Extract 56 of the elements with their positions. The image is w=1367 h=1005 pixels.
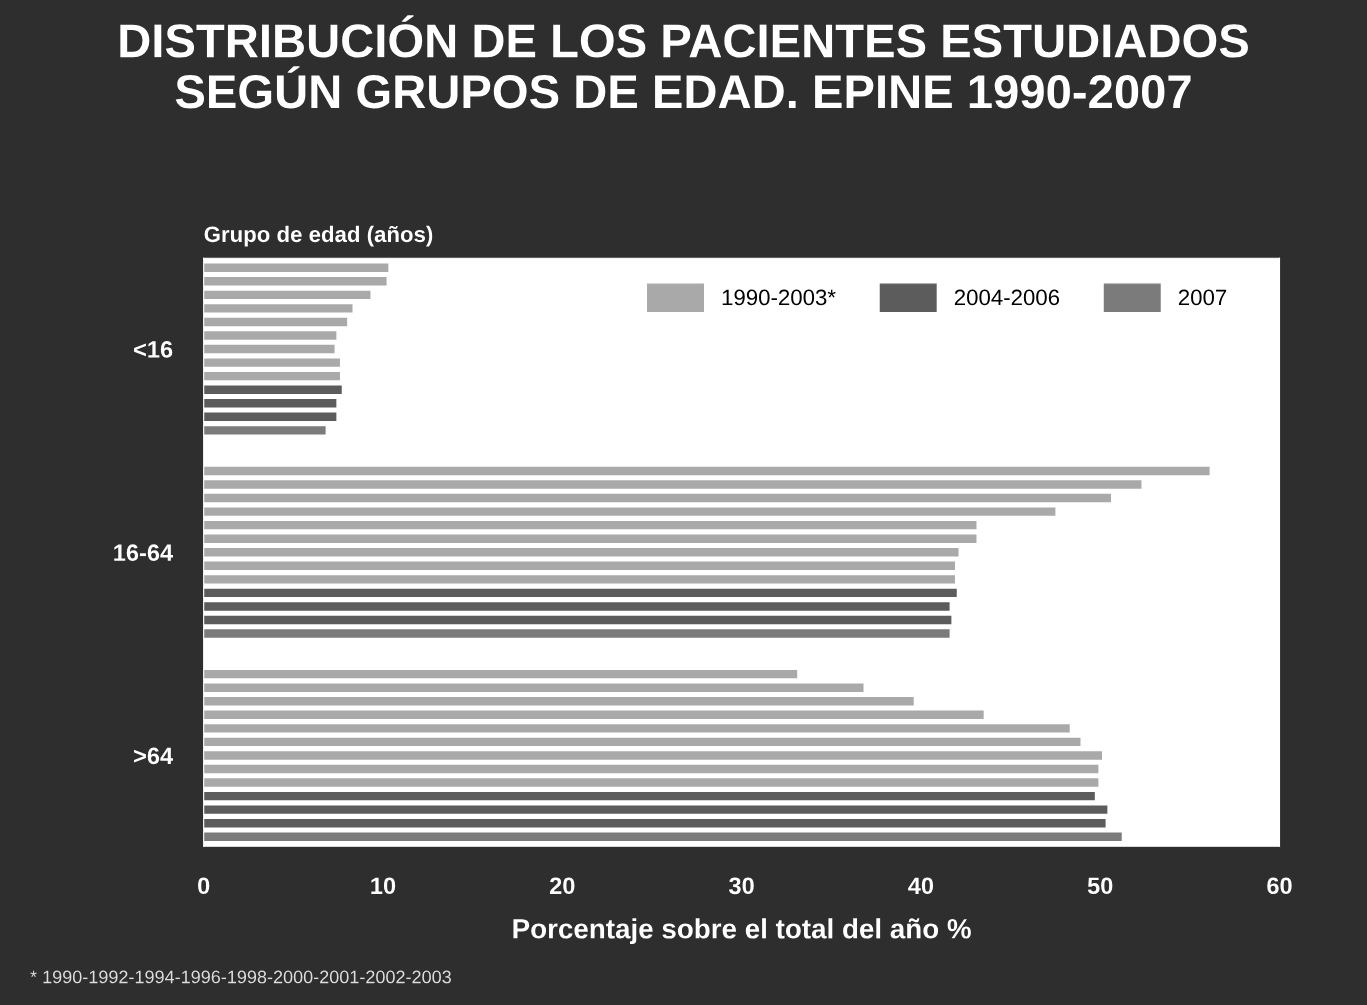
bar bbox=[203, 832, 1122, 841]
bar bbox=[203, 426, 326, 435]
bar bbox=[203, 317, 348, 327]
bar bbox=[203, 304, 353, 313]
text: * 1990-1992-1994-1996-1998-2000-2001-2002-2003 bbox=[30, 970, 451, 984]
bar bbox=[203, 385, 342, 394]
bar bbox=[203, 520, 977, 530]
x-axis-title: Porcentaje sobre el total del año % bbox=[513, 918, 971, 945]
bar bbox=[203, 818, 1106, 828]
legend-label: 2007 bbox=[1178, 289, 1227, 306]
bar bbox=[203, 805, 1108, 814]
bar bbox=[203, 588, 957, 598]
x-tick-label: 40 bbox=[908, 877, 934, 895]
bar bbox=[203, 778, 1099, 787]
bar bbox=[203, 724, 1070, 733]
x-tick-label: 60 bbox=[1267, 877, 1292, 895]
bar bbox=[203, 751, 1102, 760]
x-tick-label: 30 bbox=[729, 877, 754, 895]
x-tick-label: 0 bbox=[198, 877, 210, 895]
bar bbox=[203, 290, 371, 300]
y-tick-label: <16 bbox=[134, 341, 173, 358]
bar bbox=[203, 710, 984, 720]
bar bbox=[203, 561, 955, 570]
bar bbox=[203, 331, 337, 340]
bar bbox=[203, 615, 952, 625]
x-tick-label: 10 bbox=[371, 877, 396, 895]
bar bbox=[203, 669, 798, 679]
y-axis-title: Grupo de edad (años) bbox=[204, 225, 433, 247]
bar bbox=[203, 548, 959, 557]
y-tick-label: >64 bbox=[134, 747, 173, 765]
y-tick-label: 16-64 bbox=[114, 544, 174, 562]
bar bbox=[203, 412, 337, 421]
bar bbox=[203, 534, 977, 543]
x-tick-label: 20 bbox=[549, 877, 575, 895]
legend-label: 1990-2003* bbox=[722, 289, 836, 306]
chart-title: DISTRIBUCIÓN DE LOS PACIENTES ESTUDIADOS SEGÚN GRUPOS DE EDAD. EPINE 1990-2007 bbox=[120, 15, 1248, 109]
bar bbox=[203, 602, 950, 611]
bar bbox=[203, 263, 389, 272]
bar bbox=[203, 344, 335, 354]
bar bbox=[203, 629, 950, 638]
legend-label: 2004-2006 bbox=[954, 289, 1060, 306]
x-tick-label: 50 bbox=[1087, 877, 1113, 895]
bar bbox=[203, 697, 914, 706]
bar bbox=[203, 466, 1210, 476]
bar bbox=[203, 358, 340, 367]
bar bbox=[203, 371, 340, 381]
bar bbox=[203, 493, 1111, 503]
bar bbox=[203, 737, 1081, 747]
bar bbox=[203, 575, 955, 584]
bar bbox=[203, 399, 337, 408]
bar bbox=[203, 791, 1095, 801]
bar bbox=[203, 764, 1099, 774]
bar bbox=[203, 480, 1142, 489]
bar bbox=[203, 507, 1056, 516]
bar bbox=[203, 683, 864, 692]
bar bbox=[203, 277, 387, 286]
